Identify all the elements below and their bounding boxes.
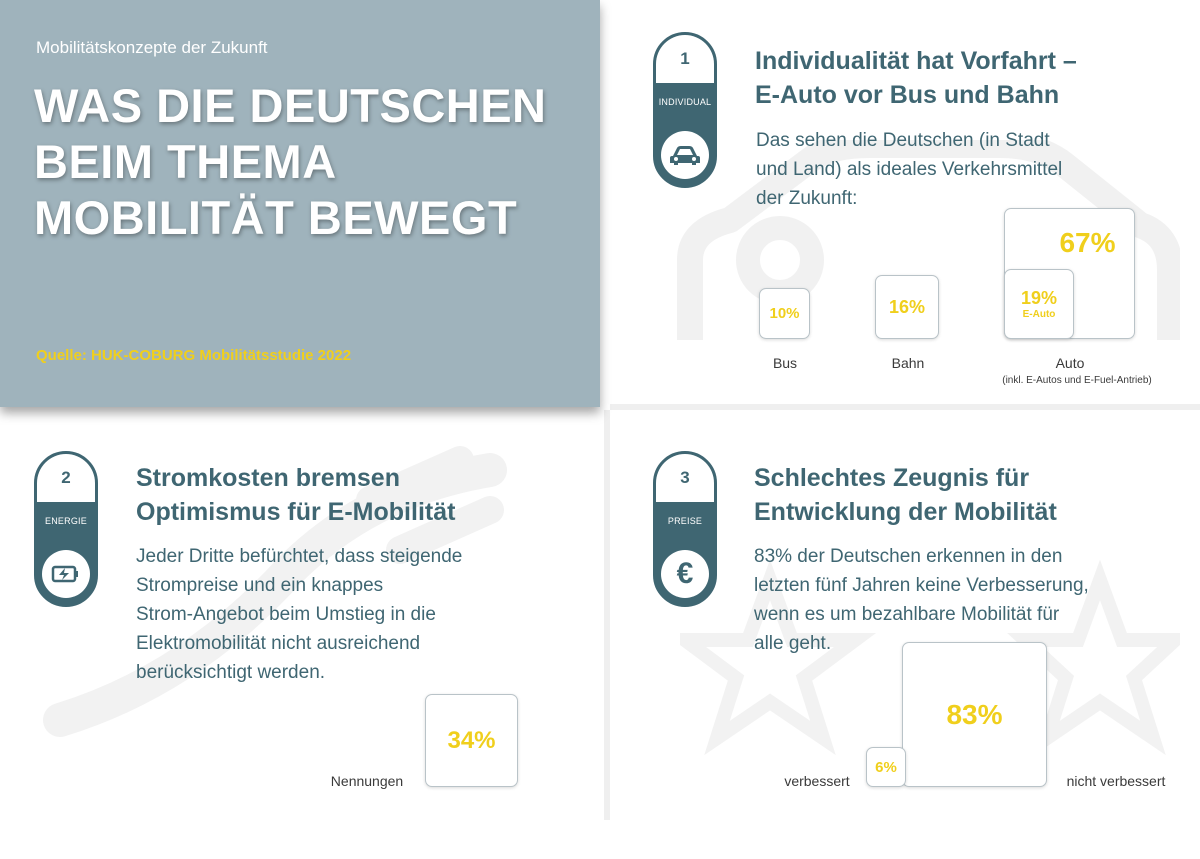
section1-body-line: Das sehen die Deutschen (in Stadt xyxy=(756,130,1050,151)
section1-badge: 1 INDIVIDUAL xyxy=(653,32,717,188)
section3-body-line: alle geht. xyxy=(754,633,832,654)
label-auto-note: (inkl. E-Autos und E-Fuel-Antrieb) xyxy=(1002,375,1152,386)
bar-bus-value: 10% xyxy=(769,305,800,322)
section3-heading-line: Schlechtes Zeugnis für xyxy=(754,464,1030,492)
section3-heading: Schlechtes Zeugnis für Entwicklung der M… xyxy=(754,461,1194,529)
hero-title-line: MOBILITÄT BEWEGT xyxy=(34,191,518,244)
section1-body: Das sehen die Deutschen (in Stadt und La… xyxy=(756,126,1176,213)
hero-title-line: WAS DIE DEUTSCHEN xyxy=(34,79,547,132)
car-icon xyxy=(661,131,709,179)
bar-e-auto-value: 19% xyxy=(1020,288,1058,308)
section3-body-line: letzten fünf Jahren keine Verbesserung, xyxy=(754,575,1089,596)
section2-body-line: Jeder Dritte befürchtet, dass steigende xyxy=(136,546,463,567)
bar-nicht-verbessert: 83% xyxy=(902,642,1047,787)
hero-title: WAS DIE DEUTSCHEN BEIM THEMA MOBILITÄT B… xyxy=(34,78,594,246)
bar-e-auto-name: E-Auto xyxy=(1022,309,1056,320)
plug-watermark-icon xyxy=(43,446,507,737)
section2-heading-line: Stromkosten bremsen xyxy=(136,464,400,492)
hero-title-line: BEIM THEMA xyxy=(34,135,337,188)
label-bus: Bus xyxy=(772,355,798,371)
section2-body-line: Strompreise und ein knappes xyxy=(136,575,384,596)
section2-heading-line: Optimismus für E-Mobilität xyxy=(136,498,456,526)
bar-bahn: 16% xyxy=(875,275,939,339)
bar-auto-value: 67% xyxy=(1059,227,1116,258)
section2-number: 2 xyxy=(37,454,95,502)
section1-heading-line: Individualität hat Vorfahrt – xyxy=(755,47,1077,75)
star-watermark-icon xyxy=(680,560,1180,756)
section2-body-line: berücksichtigt werden. xyxy=(136,662,326,683)
label-nennungen: Nennungen xyxy=(330,773,404,789)
hero-kicker: Mobilitätskonzepte der Zukunft xyxy=(36,38,268,57)
label-auto: Auto xyxy=(1055,355,1085,371)
section1-heading: Individualität hat Vorfahrt – E-Auto vor… xyxy=(755,44,1195,112)
bar-verbessert: 6% xyxy=(866,747,906,787)
section2-badge: 2 ENERGIE xyxy=(34,451,98,607)
section2-tag: ENERGIE xyxy=(45,516,87,526)
label-nicht-verbessert: nicht verbessert xyxy=(1066,773,1166,789)
section2-body-line: Elektromobilität nicht ausreichend xyxy=(136,633,421,654)
bar-bus: 10% xyxy=(759,288,810,339)
label-bahn: Bahn xyxy=(891,355,925,371)
section2-body-line: Strom-Angebot beim Umstieg in die xyxy=(136,604,436,625)
section3-body-line: wenn es um bezahlbare Mobilität für xyxy=(754,604,1060,625)
section2-body: Jeder Dritte befürchtet, dass steigende … xyxy=(136,542,576,687)
section1-body-line: und Land) als ideales Verkehrsmittel xyxy=(756,159,1063,180)
label-verbessert: verbessert xyxy=(784,773,850,789)
battery-charging-icon xyxy=(42,550,90,598)
section2-heading: Stromkosten bremsen Optimismus für E-Mob… xyxy=(136,461,576,529)
section3-body-line: 83% der Deutschen erkennen in den xyxy=(754,546,1063,567)
section1-heading-line: E-Auto vor Bus und Bahn xyxy=(755,81,1060,109)
hero-panel: Mobilitätskonzepte der Zukunft WAS DIE D… xyxy=(0,0,600,407)
section1-number: 1 xyxy=(656,35,714,83)
vertical-divider xyxy=(604,410,610,820)
section3-number: 3 xyxy=(656,454,714,502)
section3-heading-line: Entwicklung der Mobilität xyxy=(754,498,1057,526)
section1-body-line: der Zukunft: xyxy=(756,188,858,209)
bar-e-auto: 19% E-Auto xyxy=(1004,269,1074,339)
bar-nicht-verbessert-value: 83% xyxy=(946,698,1003,730)
bar-nennungen-value: 34% xyxy=(447,726,496,754)
horizontal-divider xyxy=(610,404,1200,410)
section1-tag: INDIVIDUAL xyxy=(658,97,712,107)
section3-badge: 3 PREISE € xyxy=(653,451,717,607)
bar-verbessert-value: 6% xyxy=(875,758,897,776)
hero-source: Quelle: HUK-COBURG Mobilitätsstudie 2022 xyxy=(36,347,352,364)
bar-bahn-value: 16% xyxy=(888,296,926,317)
euro-icon: € xyxy=(661,550,709,598)
section3-body: 83% der Deutschen erkennen in den letzte… xyxy=(754,542,1194,658)
section3-tag: PREISE xyxy=(667,516,703,526)
bar-nennungen: 34% xyxy=(425,694,518,787)
